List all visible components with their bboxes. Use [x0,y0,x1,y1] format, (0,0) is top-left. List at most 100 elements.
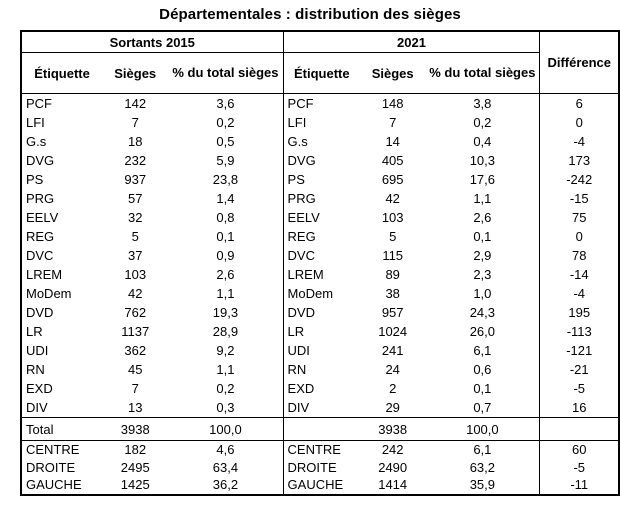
column-header-pct-2015: % du total sièges [168,52,284,94]
cell-etiquette-2015: DROITE [26,459,76,475]
bloc-row: DROITE 2495 63,4 DROITE 2490 63,2 -5 [21,458,619,476]
cell-etiquette-2021: DVG [282,151,361,170]
cell-sieges-2021: 42 [385,191,400,206]
table-body: PCF 142 3,6 PCF 148 3,8 6 LFI 7 0,2 LFI 7 0,2 0 G.s 18 0… [21,93,619,495]
cell-sieges-2021: 957 [381,305,404,320]
group-header-sortants-2015: Sortants 2015 [21,31,284,53]
cell-etiquette-2015: LREM [26,267,63,282]
cell-pct-2021: 6,1 [473,442,492,458]
cell-difference: -14 [539,265,619,284]
cell-sieges-2021: 148 [381,96,404,111]
cell-sieges-2021: 3938 [360,417,426,441]
cell-difference: 16 [539,398,619,418]
cell-etiquette-2021: LR [282,322,361,341]
page-title: Départementales : distribution des siège… [159,6,461,23]
cell-sieges-2015: 37 [127,248,143,263]
cell-pct-2015: 0,1 [216,229,235,244]
cell-etiquette-2015: G.s [26,134,47,149]
cell-sieges-2021: 14 [385,134,400,149]
cell-pct-2021: 17,6 [469,172,496,187]
cell-sieges-2021: 115 [382,248,404,263]
cell-etiquette-2015: LFI [26,115,45,130]
cell-difference: 60 [539,440,619,459]
cell-etiquette-2015: DVC [26,248,54,263]
bloc-row: GAUCHE 1425 36,2 GAUCHE 1414 35,9 -11 [21,476,619,495]
cell-etiquette-2015: LR [26,324,43,339]
cell-pct-2021: 26,0 [469,324,496,339]
party-row: PS 937 23,8 PS 695 17,6 -242 [21,170,619,189]
cell-difference: -121 [539,341,619,360]
cell-etiquette-2015: DVD [26,305,54,320]
cell-sieges-2015: 7 [131,115,139,130]
cell-pct-2015: 1,1 [216,286,235,301]
cell-pct-2021: 3,8 [473,96,492,111]
column-header-sieges-2015: Sièges [102,52,169,94]
cell-pct-2021: 0,1 [473,381,492,396]
table-header: Sortants 2015 2021 Différence Étiquette … [21,31,619,94]
cell-pct-2021: 63,2 [469,459,496,475]
cell-etiquette-2015: DIV [26,400,48,415]
cell-pct-2021: 2,3 [473,267,492,282]
cell-difference: -4 [539,284,619,303]
cell-difference: -11 [539,476,619,495]
cell-sieges-2015: 7 [131,381,139,396]
cell-pct-2015: 63,4 [212,459,239,475]
cell-pct-2015: 0,2 [216,381,235,396]
cell-pct-2015: 0,2 [216,115,235,130]
party-row: UDI 362 9,2 UDI 241 6,1 -121 [21,341,619,360]
column-header-sieges-2021: Sièges [360,52,426,94]
cell-pct-2015: 0,9 [216,248,235,263]
cell-sieges-2015: 45 [127,362,143,377]
cell-sieges-2021: 242 [381,442,404,458]
cell-sieges-2021: 5 [389,229,397,244]
cell-sieges-2015: 362 [124,343,147,358]
group-header-row: Sortants 2015 2021 Différence [21,31,619,94]
party-row: DVD 762 19,3 DVD 957 24,3 195 [21,303,619,322]
column-header-difference: Différence [539,31,619,94]
cell-sieges-2021: 103 [381,210,404,225]
cell-sieges-2015: 32 [127,210,143,225]
seats-distribution-table: Sortants 2015 2021 Différence Étiquette … [20,30,620,496]
cell-pct-2015: 5,9 [216,153,235,168]
cell-etiquette-2021: LREM [282,265,361,284]
cell-pct-2021: 35,9 [469,477,496,493]
cell-sieges-2021: 2490 [378,459,408,475]
cell-sieges-2015: 57 [127,191,143,206]
cell-difference: 75 [539,208,619,227]
cell-sieges-2015: 42 [127,286,143,301]
cell-pct-2021: 100,0 [425,417,540,441]
party-row: LREM 103 2,6 LREM 89 2,3 -14 [21,265,619,284]
cell-etiquette-2021: PCF [282,93,361,113]
cell-difference: -113 [539,322,619,341]
cell-sieges-2021: 89 [385,267,400,282]
cell-pct-2021: 0,4 [473,134,492,149]
cell-etiquette-2021: REG [282,227,361,246]
group-header-2021: 2021 [282,31,540,53]
cell-difference: -5 [539,458,619,476]
cell-etiquette-2015: PS [26,172,44,187]
cell-difference: -21 [539,360,619,379]
cell-sieges-2021: 2 [389,381,397,396]
cell-pct-2021: 1,1 [473,191,492,206]
cell-etiquette-2021 [282,417,361,441]
cell-difference: -15 [539,189,619,208]
cell-pct-2015: 0,3 [216,400,235,415]
cell-sieges-2021: 695 [381,172,404,187]
cell-sieges-2015: 3938 [102,417,169,441]
cell-etiquette-2021: EELV [282,208,361,227]
party-row: G.s 18 0,5 G.s 14 0,4 -4 [21,132,619,151]
column-header-etiquette-2021: Étiquette [282,52,361,94]
party-row: EELV 32 0,8 EELV 103 2,6 75 [21,208,619,227]
cell-pct-2015: 0,8 [216,210,235,225]
cell-difference: 195 [539,303,619,322]
cell-sieges-2015: 182 [124,442,147,458]
party-row: REG 5 0,1 REG 5 0,1 0 [21,227,619,246]
cell-etiquette-2015: GAUCHE [26,477,82,493]
cell-pct-2021: 0,7 [473,400,492,415]
party-row: DVC 37 0,9 DVC 115 2,9 78 [21,246,619,265]
column-header-etiquette-2015: Étiquette [21,52,103,94]
cell-etiquette-2021: DROITE [282,458,361,476]
cell-pct-2021: 2,9 [473,248,492,263]
cell-etiquette-2021: DVD [282,303,361,322]
